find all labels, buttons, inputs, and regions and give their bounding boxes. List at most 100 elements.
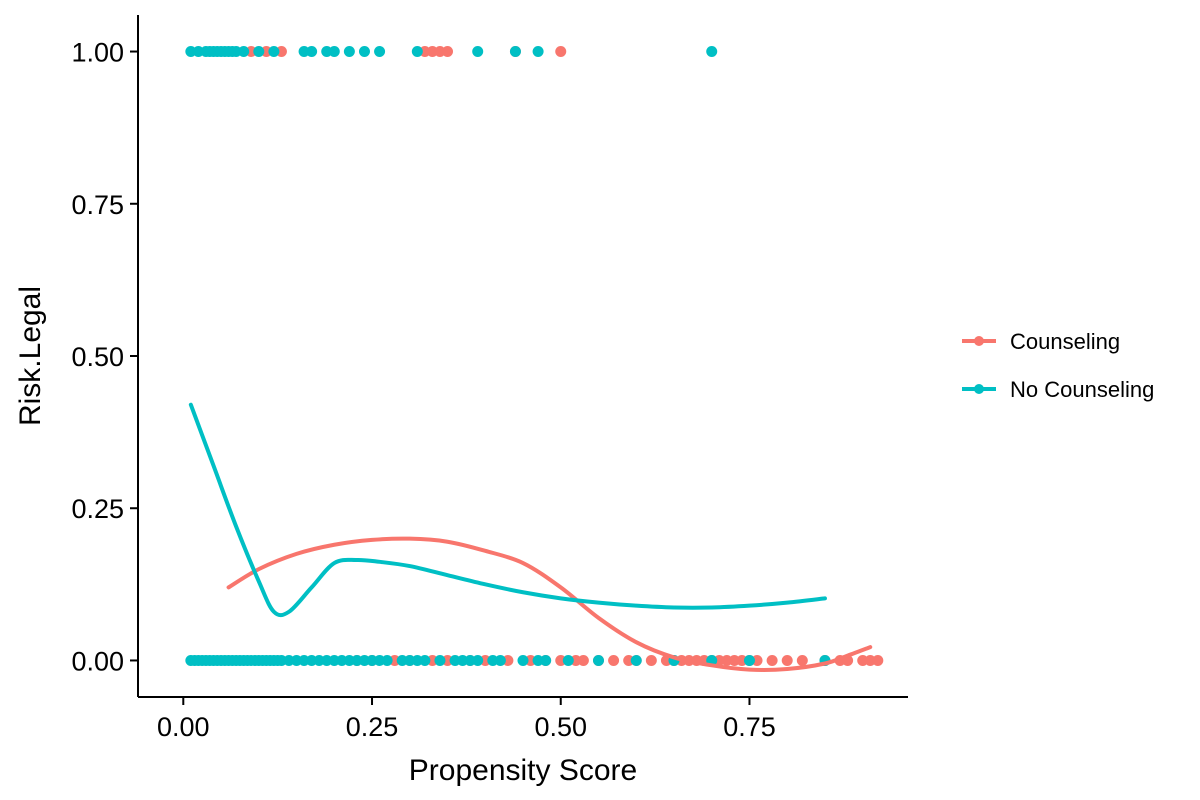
point-no-counseling bbox=[185, 46, 197, 58]
y-tick-label: 1.00 bbox=[71, 38, 124, 68]
point-no-counseling bbox=[517, 654, 529, 666]
point-no-counseling bbox=[283, 654, 295, 666]
point-no-counseling bbox=[434, 654, 446, 666]
point-no-counseling bbox=[321, 46, 333, 58]
point-no-counseling bbox=[336, 654, 348, 666]
point-no-counseling bbox=[472, 46, 484, 58]
point-no-counseling bbox=[291, 654, 303, 666]
y-tick-label: 0.75 bbox=[71, 190, 124, 220]
ticks: 0.00 0.25 0.50 0.75 0.00 0.25 0.50 0.75 1.00 bbox=[71, 38, 775, 742]
point-counseling bbox=[728, 654, 740, 666]
legend: Counseling No Counseling bbox=[962, 329, 1154, 402]
point-counseling bbox=[426, 46, 438, 58]
point-no-counseling bbox=[532, 654, 544, 666]
point-counseling bbox=[555, 46, 567, 58]
point-counseling bbox=[434, 46, 446, 58]
point-no-counseling bbox=[343, 654, 355, 666]
point-counseling bbox=[479, 654, 491, 666]
point-no-counseling bbox=[419, 654, 431, 666]
x-tick-label: 0.00 bbox=[157, 712, 210, 742]
point-no-counseling bbox=[411, 654, 423, 666]
point-no-counseling bbox=[321, 654, 333, 666]
point-no-counseling bbox=[592, 654, 604, 666]
point-no-counseling bbox=[396, 654, 408, 666]
point-counseling bbox=[872, 654, 884, 666]
point-no-counseling bbox=[230, 46, 242, 58]
point-no-counseling bbox=[509, 46, 521, 58]
point-no-counseling bbox=[540, 654, 552, 666]
points-layer bbox=[185, 46, 884, 666]
point-counseling bbox=[442, 654, 454, 666]
x-tick-label: 0.75 bbox=[723, 712, 776, 742]
point-no-counseling bbox=[253, 46, 265, 58]
point-no-counseling bbox=[706, 46, 718, 58]
point-no-counseling bbox=[457, 654, 469, 666]
point-no-counseling bbox=[298, 654, 310, 666]
x-tick-label: 0.25 bbox=[346, 712, 399, 742]
point-counseling bbox=[751, 654, 763, 666]
point-counseling bbox=[623, 654, 635, 666]
legend-label-counseling: Counseling bbox=[1010, 329, 1120, 354]
smooth-line-counseling bbox=[226, 536, 873, 672]
legend-key-dot bbox=[974, 336, 984, 346]
point-counseling bbox=[857, 654, 869, 666]
point-no-counseling bbox=[306, 46, 318, 58]
y-tick-label: 0.25 bbox=[71, 494, 124, 524]
point-counseling bbox=[275, 46, 287, 58]
point-counseling bbox=[766, 654, 778, 666]
point-no-counseling bbox=[298, 46, 310, 58]
point-counseling bbox=[713, 654, 725, 666]
point-counseling bbox=[781, 654, 793, 666]
point-counseling bbox=[555, 654, 567, 666]
point-no-counseling bbox=[487, 654, 499, 666]
point-no-counseling bbox=[472, 654, 484, 666]
point-no-counseling bbox=[351, 654, 363, 666]
point-no-counseling bbox=[268, 46, 280, 58]
point-counseling bbox=[525, 654, 537, 666]
axes bbox=[137, 15, 908, 698]
point-no-counseling bbox=[411, 46, 423, 58]
point-counseling bbox=[426, 654, 438, 666]
point-counseling bbox=[502, 654, 514, 666]
legend-label-no-counseling: No Counseling bbox=[1010, 377, 1154, 402]
point-no-counseling bbox=[494, 654, 506, 666]
point-counseling bbox=[442, 46, 454, 58]
legend-entry-counseling: Counseling bbox=[962, 329, 1120, 354]
point-counseling bbox=[721, 654, 733, 666]
point-no-counseling bbox=[404, 654, 416, 666]
point-no-counseling bbox=[358, 46, 370, 58]
point-counseling bbox=[260, 46, 272, 58]
point-counseling bbox=[736, 654, 748, 666]
x-axis-title: Propensity Score bbox=[409, 754, 637, 787]
point-no-counseling bbox=[562, 654, 574, 666]
point-no-counseling bbox=[313, 654, 325, 666]
legend-entry-no-counseling: No Counseling bbox=[962, 377, 1154, 402]
point-no-counseling bbox=[464, 654, 476, 666]
point-counseling bbox=[577, 654, 589, 666]
point-no-counseling bbox=[381, 654, 393, 666]
point-counseling bbox=[389, 654, 401, 666]
point-no-counseling bbox=[343, 46, 355, 58]
point-counseling bbox=[796, 654, 808, 666]
y-tick-label: 0.50 bbox=[71, 342, 124, 372]
point-no-counseling bbox=[306, 654, 318, 666]
point-counseling bbox=[570, 654, 582, 666]
point-no-counseling bbox=[238, 46, 250, 58]
point-no-counseling bbox=[374, 654, 386, 666]
point-no-counseling bbox=[374, 46, 386, 58]
y-axis-title: Risk.Legal bbox=[14, 286, 47, 426]
point-no-counseling bbox=[630, 654, 642, 666]
smooth-line-no-counseling bbox=[188, 402, 827, 618]
point-counseling bbox=[245, 46, 257, 58]
point-counseling bbox=[608, 654, 620, 666]
x-tick-label: 0.50 bbox=[534, 712, 587, 742]
point-no-counseling bbox=[328, 46, 340, 58]
point-counseling bbox=[645, 654, 657, 666]
point-no-counseling bbox=[328, 654, 340, 666]
point-no-counseling bbox=[366, 654, 378, 666]
point-counseling bbox=[419, 46, 431, 58]
point-no-counseling bbox=[358, 654, 370, 666]
point-no-counseling bbox=[532, 46, 544, 58]
point-no-counseling bbox=[275, 654, 287, 666]
